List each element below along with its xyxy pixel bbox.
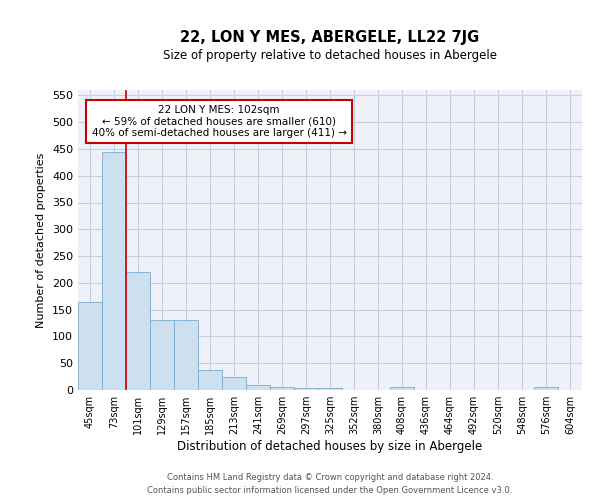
Bar — [294, 388, 318, 390]
Bar — [246, 384, 270, 390]
Bar — [318, 388, 342, 390]
Title: Size of property relative to detached houses in Abergele: Size of property relative to detached ho… — [163, 50, 497, 62]
Bar — [390, 388, 414, 390]
Text: Contains HM Land Registry data © Crown copyright and database right 2024.: Contains HM Land Registry data © Crown c… — [167, 474, 493, 482]
Bar — [126, 272, 150, 390]
Bar — [102, 152, 126, 390]
Text: Contains public sector information licensed under the Open Government Licence v3: Contains public sector information licen… — [148, 486, 512, 495]
Bar — [198, 370, 222, 390]
Bar — [270, 387, 294, 390]
Text: 22 LON Y MES: 102sqm
← 59% of detached houses are smaller (610)
40% of semi-deta: 22 LON Y MES: 102sqm ← 59% of detached h… — [92, 105, 347, 138]
Y-axis label: Number of detached properties: Number of detached properties — [37, 152, 46, 328]
Bar — [174, 320, 198, 390]
X-axis label: Distribution of detached houses by size in Abergele: Distribution of detached houses by size … — [178, 440, 482, 453]
Bar — [78, 302, 102, 390]
Text: 22, LON Y MES, ABERGELE, LL22 7JG: 22, LON Y MES, ABERGELE, LL22 7JG — [181, 30, 479, 45]
Bar — [534, 388, 558, 390]
Bar — [150, 320, 174, 390]
Bar — [222, 376, 246, 390]
